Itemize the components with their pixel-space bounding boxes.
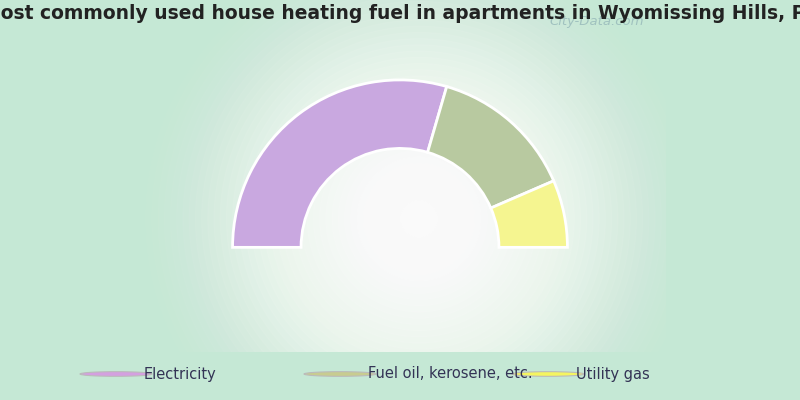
Circle shape [400, 200, 438, 238]
Wedge shape [428, 86, 554, 208]
Circle shape [320, 120, 518, 318]
Circle shape [370, 169, 469, 268]
Circle shape [357, 157, 481, 281]
Circle shape [289, 88, 550, 349]
Circle shape [345, 144, 494, 293]
Wedge shape [491, 181, 567, 247]
Circle shape [314, 113, 525, 324]
Wedge shape [233, 80, 446, 247]
Circle shape [294, 94, 543, 343]
Text: Fuel oil, kerosene, etc.: Fuel oil, kerosene, etc. [368, 366, 533, 382]
Circle shape [226, 26, 612, 400]
Circle shape [338, 138, 500, 300]
Circle shape [307, 107, 531, 331]
Circle shape [375, 175, 462, 262]
Circle shape [270, 70, 568, 368]
Circle shape [245, 45, 593, 393]
Circle shape [282, 82, 556, 356]
Circle shape [214, 14, 624, 400]
Text: City-Data.com: City-Data.com [549, 15, 643, 28]
Circle shape [350, 150, 487, 287]
Circle shape [301, 101, 537, 337]
Text: Most commonly used house heating fuel in apartments in Wyomissing Hills, PA: Most commonly used house heating fuel in… [0, 4, 800, 23]
Circle shape [512, 372, 584, 376]
Circle shape [220, 20, 618, 400]
Circle shape [239, 39, 599, 399]
Circle shape [304, 372, 376, 376]
Circle shape [406, 206, 431, 231]
Circle shape [332, 132, 506, 306]
Text: Utility gas: Utility gas [576, 366, 650, 382]
Circle shape [394, 194, 444, 244]
Circle shape [388, 188, 450, 250]
Circle shape [413, 212, 426, 225]
Circle shape [264, 64, 574, 374]
Circle shape [251, 51, 586, 386]
Circle shape [276, 76, 562, 362]
Circle shape [382, 182, 456, 256]
Text: Electricity: Electricity [144, 366, 217, 382]
Circle shape [80, 372, 152, 376]
Circle shape [326, 126, 512, 312]
Circle shape [233, 32, 606, 400]
Circle shape [363, 163, 475, 275]
Circle shape [202, 1, 637, 400]
Circle shape [208, 8, 630, 400]
Circle shape [258, 57, 581, 380]
